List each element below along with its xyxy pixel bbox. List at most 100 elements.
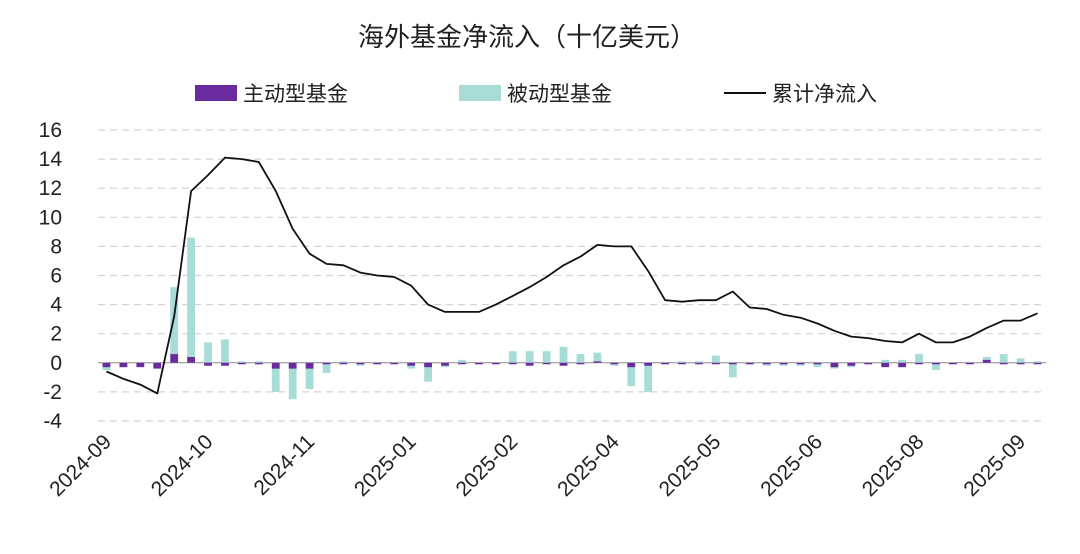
- legend-label-passive: 被动型基金: [507, 82, 612, 106]
- passive-fund-bar: [728, 362, 737, 378]
- active-fund-bar: [221, 362, 229, 366]
- y-tick-label: 0: [50, 352, 62, 375]
- active-fund-bar: [627, 362, 636, 368]
- active-fund-bar: [610, 362, 619, 365]
- active-fund-bar: [813, 362, 822, 365]
- active-fund-bar: [187, 356, 196, 363]
- active-fund-bar: [305, 362, 314, 369]
- active-fund-bar: [119, 362, 128, 368]
- active-fund-bar: [711, 362, 720, 365]
- y-tick-label: 10: [39, 206, 62, 229]
- passive-fund-bar: [187, 237, 196, 363]
- active-fund-bar: [356, 362, 365, 365]
- active-fund-bar: [271, 362, 280, 369]
- active-fund-bar: [508, 362, 517, 365]
- active-fund-bar: [254, 362, 263, 365]
- active-fund-bar: [830, 362, 839, 368]
- passive-fund-bar: [576, 354, 585, 363]
- passive-fund-bar: [424, 362, 433, 382]
- passive-fund-bar: [271, 362, 280, 392]
- passive-fund-bar: [999, 354, 1008, 363]
- y-tick-label: 8: [50, 235, 62, 258]
- passive-fund-bar: [627, 362, 636, 387]
- active-fund-bar: [796, 362, 805, 365]
- passive-fund-bar: [305, 362, 314, 389]
- active-fund-bar: [559, 362, 568, 366]
- passive-fund-bar: [813, 362, 822, 368]
- x-tick-label: 2025-06: [756, 430, 827, 501]
- cumulative-line-series: [106, 156, 1038, 395]
- active-fund-bar: [915, 362, 923, 365]
- passive-fund-bar: [678, 361, 686, 363]
- passive-fund-bar: [322, 362, 331, 373]
- passive-fund-bar: [237, 361, 246, 363]
- active-fund-bar: [491, 362, 500, 365]
- passive-fund-bar: [711, 355, 720, 363]
- passive-fund-bar: [644, 362, 653, 392]
- active-fund-bar: [982, 359, 991, 363]
- passive-fund-bar: [339, 361, 348, 363]
- passive-fund-bar: [356, 362, 365, 366]
- active-fund-bar: [898, 362, 907, 368]
- chart-title: 海外基金净流入（十亿美元）: [358, 23, 696, 53]
- active-fund-bar: [441, 362, 449, 366]
- y-tick-label: 12: [39, 177, 62, 200]
- active-fund-bar: [576, 362, 585, 365]
- active-fund-bar: [728, 362, 737, 365]
- passive-fund-bar: [1016, 358, 1025, 363]
- x-tick-label: 2025-05: [655, 430, 726, 501]
- active-fund-bar: [948, 362, 957, 365]
- active-fund-bar: [407, 362, 416, 366]
- x-axis-ticks: 2024-09 2024-10 2024-11 2025-01 2025-02 2025-…: [45, 430, 1030, 501]
- y-tick-label: -2: [43, 381, 62, 404]
- active-fund-bar: [458, 362, 466, 365]
- passive-fund-bar: [762, 362, 771, 366]
- active-fund-bar: [644, 362, 653, 366]
- active-fund-bar: [999, 362, 1008, 365]
- cumulative-line: [106, 156, 1038, 395]
- y-tick-label: 2: [50, 323, 62, 346]
- legend-swatch-active: [195, 85, 237, 101]
- x-tick-label: 2025-01: [350, 430, 421, 501]
- passive-fund-bar: [610, 362, 619, 366]
- active-fund-bar: [932, 362, 940, 365]
- passive-fund-bar: [898, 359, 907, 363]
- active-fund-bar: [136, 362, 145, 368]
- active-fund-bar: [847, 362, 856, 366]
- passive-fund-bar: [288, 362, 297, 400]
- active-fund-bar: [322, 362, 331, 365]
- y-tick-label: -4: [43, 410, 62, 433]
- legend-label-active: 主动型基金: [243, 82, 348, 106]
- passive-fund-bar: [695, 361, 703, 363]
- y-axis-ticks: -4 -2 0 2 4 6 8 10 12 14 16: [39, 119, 63, 433]
- x-tick-label: 2024-11: [249, 430, 319, 500]
- x-tick-label: 2024-10: [147, 430, 218, 501]
- passive-fund-bar: [932, 362, 940, 371]
- active-fund-bar: [881, 362, 890, 368]
- passive-fund-bar: [796, 362, 805, 366]
- passive-fund-bar: [779, 362, 788, 366]
- x-tick-label: 2024-09: [45, 430, 116, 501]
- active-fund-bar: [762, 362, 771, 365]
- legend-label-cumulative: 累计净流入: [772, 82, 877, 106]
- active-fund-bar: [474, 362, 483, 365]
- active-fund-bar: [661, 362, 670, 365]
- passive-fund-bar: [458, 359, 466, 363]
- passive-fund-bar: [915, 354, 923, 363]
- y-tick-label: 16: [39, 119, 62, 142]
- passive-fund-bar: [170, 287, 179, 363]
- active-fund-bar: [424, 362, 433, 368]
- passive-fund-bar: [508, 351, 517, 363]
- y-tick-label: 14: [39, 148, 63, 171]
- passive-fund-bar: [542, 351, 551, 363]
- passive-fund-bar: [221, 339, 229, 363]
- active-fund-bar: [1016, 362, 1025, 365]
- active-fund-bar: [170, 354, 179, 363]
- active-fund-bar: [542, 362, 551, 365]
- active-fund-bar: [390, 362, 399, 365]
- active-fund-bar: [779, 362, 788, 365]
- active-fund-bar: [745, 362, 754, 365]
- passive-fund-bar: [254, 361, 263, 363]
- passive-fund-bar: [559, 346, 568, 363]
